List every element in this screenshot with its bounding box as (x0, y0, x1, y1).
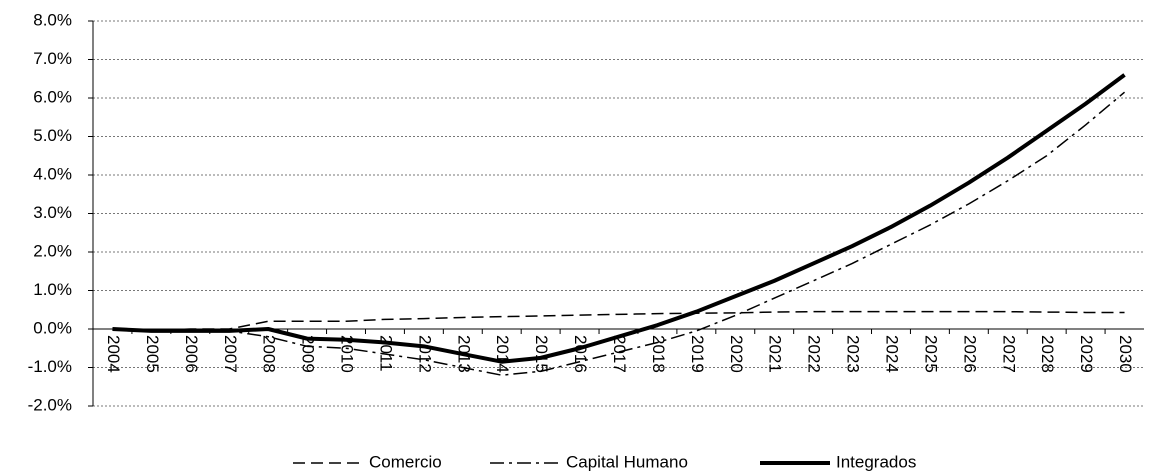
x-tick-label: 2020 (727, 335, 746, 373)
legend-label: Integrados (836, 452, 916, 471)
y-tick-label: 1.0% (33, 280, 72, 299)
y-tick-label: 4.0% (33, 164, 72, 183)
x-tick-label: 2030 (1116, 335, 1135, 373)
x-tick-label: 2008 (260, 335, 279, 373)
y-tick-label: 6.0% (33, 87, 72, 106)
x-tick-label: 2021 (766, 335, 785, 373)
y-tick-label: 8.0% (33, 10, 72, 29)
x-tick-label: 2005 (143, 335, 162, 373)
x-tick-label: 2027 (999, 335, 1018, 373)
x-tick-label: 2015 (532, 335, 551, 373)
x-tick-label: 2019 (688, 335, 707, 373)
y-tick-label: -2.0% (28, 395, 72, 414)
x-tick-label: 2022 (805, 335, 824, 373)
y-tick-label: -1.0% (28, 357, 72, 376)
x-tick-label: 2006 (182, 335, 201, 373)
legend-label: Capital Humano (566, 452, 688, 471)
y-tick-label: 5.0% (33, 126, 72, 145)
x-tick-label: 2018 (649, 335, 668, 373)
x-tick-label: 2023 (844, 335, 863, 373)
x-tick-label: 2025 (921, 335, 940, 373)
x-tick-label: 2007 (221, 335, 240, 373)
y-tick-label: 2.0% (33, 241, 72, 260)
series-line (112, 73, 1126, 364)
series-line (112, 91, 1126, 376)
y-tick-label: 0.0% (33, 318, 72, 337)
x-tick-label: 2026 (960, 335, 979, 373)
x-tick-label: 2017 (610, 335, 629, 373)
x-tick-label: 2028 (1038, 335, 1057, 373)
legend-label: Comercio (369, 452, 442, 471)
x-tick-label: 2024 (882, 335, 901, 373)
x-tick-label: 2010 (338, 335, 357, 373)
x-tick-label: 2012 (415, 335, 434, 373)
x-tick-label: 2004 (104, 335, 123, 373)
x-tick-label: 2016 (571, 335, 590, 373)
x-tick-label: 2029 (1077, 335, 1096, 373)
y-tick-label: 7.0% (33, 49, 72, 68)
x-tick-label: 2014 (493, 335, 512, 373)
series-line (112, 310, 1125, 332)
y-tick-label: 3.0% (33, 203, 72, 222)
x-tick-label: 2009 (299, 335, 318, 373)
